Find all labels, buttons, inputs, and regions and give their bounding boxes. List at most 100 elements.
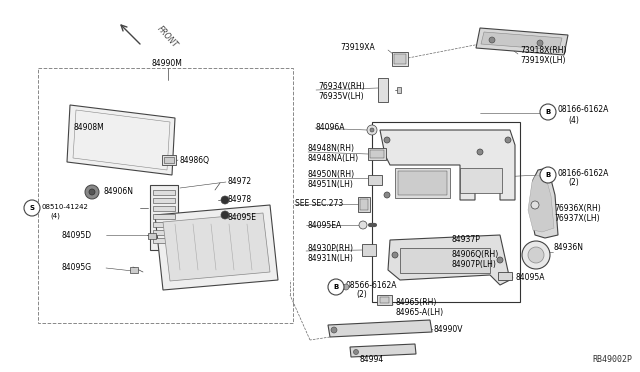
Bar [153, 190, 175, 195]
Text: 76936X(RH): 76936X(RH) [554, 203, 601, 212]
Bar [360, 199, 368, 210]
Circle shape [505, 137, 511, 143]
Bar [368, 148, 386, 160]
Bar [395, 168, 450, 198]
Bar [153, 206, 175, 211]
Circle shape [343, 284, 349, 290]
Text: B: B [545, 109, 550, 115]
Text: RB49002P: RB49002P [592, 355, 632, 364]
Text: 84951N(LH): 84951N(LH) [308, 180, 354, 189]
Circle shape [540, 104, 556, 120]
Text: 84936N: 84936N [554, 244, 584, 253]
Bar [162, 155, 176, 165]
Circle shape [489, 37, 495, 43]
Text: FRONT: FRONT [155, 25, 179, 50]
Circle shape [221, 211, 229, 219]
Text: 84095D: 84095D [61, 231, 91, 240]
Text: 84990V: 84990V [434, 326, 463, 334]
Bar [370, 150, 384, 158]
Circle shape [221, 196, 229, 204]
Text: 84994: 84994 [360, 356, 384, 365]
Text: 84095A: 84095A [515, 273, 545, 282]
Text: S: S [29, 205, 35, 211]
Text: 84948N(RH): 84948N(RH) [308, 144, 355, 153]
Bar [153, 238, 175, 243]
Bar [368, 175, 382, 185]
Polygon shape [481, 32, 562, 50]
Circle shape [331, 327, 337, 333]
Circle shape [384, 137, 390, 143]
Polygon shape [388, 235, 510, 285]
Bar [362, 244, 376, 256]
Bar [153, 214, 175, 219]
Text: 73919X(LH): 73919X(LH) [520, 55, 566, 64]
Text: 84907P(LH): 84907P(LH) [452, 260, 497, 269]
Text: 84965(RH): 84965(RH) [395, 298, 436, 307]
Text: 84906N: 84906N [103, 187, 133, 196]
Circle shape [370, 128, 374, 132]
Bar [398, 171, 447, 195]
Circle shape [497, 257, 503, 263]
Text: (4): (4) [568, 115, 579, 125]
Polygon shape [476, 28, 568, 55]
Text: 84931N(LH): 84931N(LH) [307, 253, 353, 263]
Circle shape [537, 40, 543, 46]
Text: 84950N(RH): 84950N(RH) [308, 170, 355, 180]
Text: 84930P(RH): 84930P(RH) [307, 244, 353, 253]
Text: (4): (4) [50, 213, 60, 219]
Text: 84948NA(LH): 84948NA(LH) [308, 154, 359, 163]
Bar [394, 54, 406, 64]
Circle shape [531, 201, 539, 209]
Text: 76935V(LH): 76935V(LH) [318, 93, 364, 102]
Bar [153, 198, 175, 203]
Text: 08166-6162A: 08166-6162A [558, 169, 609, 177]
Text: 84965-A(LH): 84965-A(LH) [395, 308, 443, 317]
Text: 84906Q(RH): 84906Q(RH) [452, 250, 499, 260]
Text: 76937X(LH): 76937X(LH) [554, 214, 600, 222]
Circle shape [359, 221, 367, 229]
Circle shape [328, 279, 344, 295]
Text: 84908M: 84908M [74, 124, 105, 132]
Polygon shape [350, 344, 416, 357]
Circle shape [392, 252, 398, 258]
Circle shape [384, 192, 390, 198]
Text: 84978: 84978 [228, 196, 252, 205]
Bar [358, 197, 370, 212]
Text: B: B [545, 172, 550, 178]
Polygon shape [380, 130, 515, 200]
Bar [460, 168, 502, 193]
Bar [150, 185, 178, 250]
Circle shape [24, 200, 40, 216]
Text: 84096A: 84096A [316, 124, 346, 132]
Polygon shape [328, 320, 432, 337]
Polygon shape [163, 213, 270, 281]
Circle shape [367, 125, 377, 135]
Bar [397, 87, 401, 93]
Bar [498, 272, 512, 280]
Text: (2): (2) [568, 179, 579, 187]
Bar [153, 222, 175, 227]
Polygon shape [530, 168, 558, 238]
Text: 84990M: 84990M [152, 58, 183, 67]
Circle shape [89, 189, 95, 195]
Text: 84095EA: 84095EA [307, 221, 341, 230]
Circle shape [353, 350, 358, 355]
Circle shape [522, 241, 550, 269]
Bar [164, 157, 174, 163]
Text: 73919XA: 73919XA [340, 44, 375, 52]
Text: 08566-6162A: 08566-6162A [346, 280, 397, 289]
Polygon shape [155, 205, 278, 290]
Circle shape [528, 247, 544, 263]
Circle shape [85, 185, 99, 199]
Text: B: B [333, 284, 339, 290]
Text: 84986Q: 84986Q [180, 155, 210, 164]
Bar [400, 248, 490, 273]
Bar [372, 122, 520, 302]
Bar [148, 233, 156, 239]
Text: 84095E: 84095E [228, 212, 257, 221]
Text: SEE SEC.273: SEE SEC.273 [295, 199, 343, 208]
Text: 76934V(RH): 76934V(RH) [318, 83, 365, 92]
Bar [153, 230, 175, 235]
Text: (2): (2) [356, 289, 367, 298]
Polygon shape [528, 174, 554, 232]
